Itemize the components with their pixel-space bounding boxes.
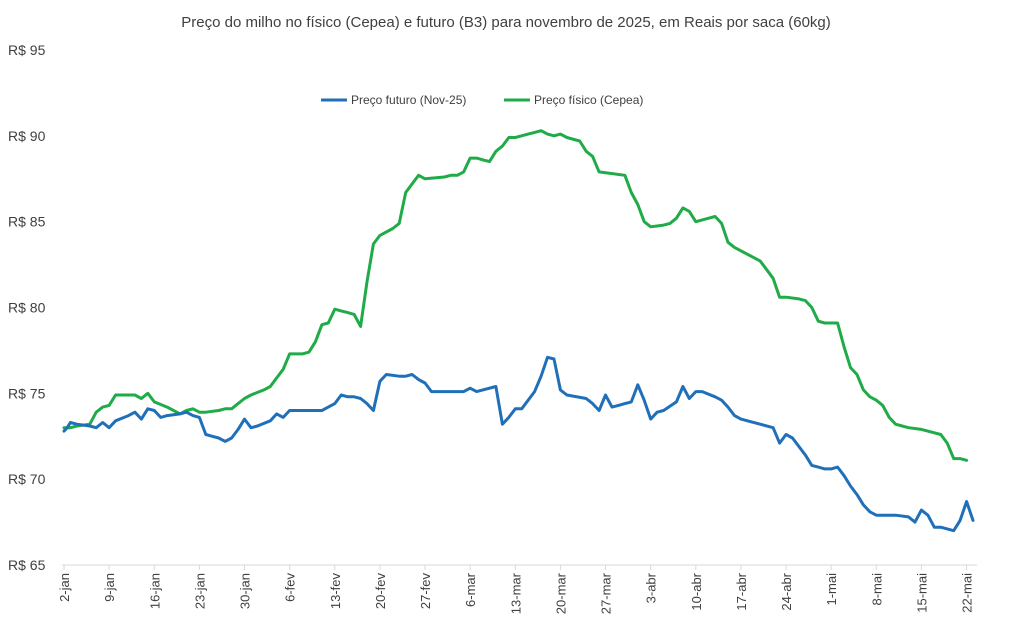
- y-tick-label: R$ 80: [8, 300, 46, 316]
- x-tick-label: 20-mar: [553, 572, 568, 614]
- x-tick-label: 22-mai: [960, 573, 975, 613]
- y-tick-label: R$ 75: [8, 385, 46, 401]
- x-tick-label: 10-abr: [689, 572, 704, 610]
- x-tick-label: 17-abr: [734, 572, 749, 610]
- y-tick-label: R$ 90: [8, 128, 46, 144]
- legend-label-futuro: Preço futuro (Nov-25): [351, 93, 466, 107]
- x-tick-label: 16-jan: [147, 573, 162, 609]
- x-tick-label: 24-abr: [779, 572, 794, 610]
- y-axis: R$ 65 R$ 70 R$ 75 R$ 80 R$ 85 R$ 90 R$ 9…: [8, 42, 46, 573]
- x-tick-label: 27-mar: [599, 572, 614, 614]
- x-tick-label: 6-mar: [463, 572, 478, 607]
- x-tick-label: 3-abr: [644, 572, 659, 603]
- x-tick-label: 27-fev: [418, 573, 433, 610]
- y-tick-label: R$ 65: [8, 557, 46, 573]
- x-tick-label: 13-mar: [508, 572, 523, 614]
- x-tick-label: 13-fev: [328, 573, 343, 610]
- x-tick-label: 20-fev: [373, 573, 388, 610]
- legend: Preço futuro (Nov-25) Preço físico (Cepe…: [321, 93, 643, 107]
- series-line-futuro: [62, 355, 975, 533]
- x-axis: 2-jan 9-jan 16-jan 23-jan 30-jan 6-fev 13-fev 2…: [57, 565, 975, 614]
- x-tick-label: 9-jan: [102, 573, 117, 602]
- y-tick-label: R$ 85: [8, 214, 46, 230]
- chart-title: Preço do milho no físico (Cepea) e futur…: [181, 14, 831, 31]
- legend-label-fisico: Preço físico (Cepea): [534, 93, 643, 107]
- series-line-fisico: [62, 129, 969, 462]
- y-tick-label: R$ 70: [8, 471, 46, 487]
- x-tick-label: 15-mai: [914, 573, 929, 613]
- x-tick-label: 30-jan: [238, 573, 253, 609]
- x-tick-label: 23-jan: [192, 573, 207, 609]
- x-tick-label: 1-mai: [824, 573, 839, 606]
- x-tick-label: 2-jan: [57, 573, 72, 602]
- x-tick-label: 8-mai: [869, 573, 884, 606]
- y-tick-label: R$ 95: [8, 42, 46, 58]
- x-tick-label: 6-fev: [283, 573, 298, 602]
